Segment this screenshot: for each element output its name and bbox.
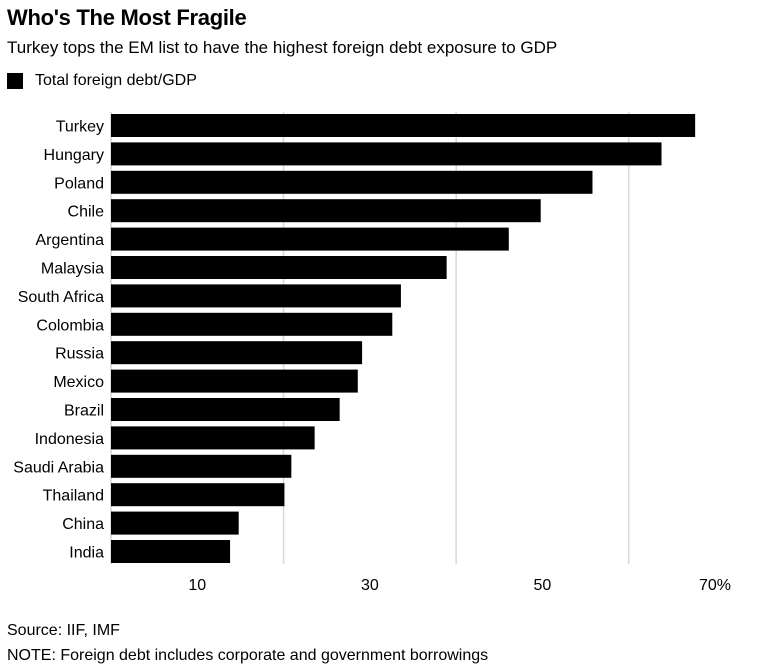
footnote: NOTE: Foreign debt includes corporate an… [7,647,489,664]
bar [111,312,393,336]
bar [111,284,401,308]
bar [111,170,593,194]
legend-label: Total foreign debt/GDP [35,72,197,89]
category-labels: Turkey Hungary Poland Chile Argentina Malaysi… [13,119,104,562]
category-label: Indonesia [35,431,104,448]
bar [111,341,363,365]
bar [111,199,541,223]
chart-title: Who's The Most Fragile [7,5,247,30]
bar-chart: Turkey Hungary Poland Chile Argentina Malaysi… [13,112,731,594]
x-axis-ticks: 10 30 50 70% [188,577,731,594]
category-label: Malaysia [41,261,104,278]
category-label: India [69,545,104,562]
x-tick-label: 70% [699,577,731,594]
chart-subtitle: Turkey tops the EM list to have the high… [7,38,558,57]
bar [111,369,358,393]
bar [111,454,292,478]
x-tick-label: 50 [534,577,552,594]
bar [111,256,447,279]
category-label: Turkey [56,119,104,136]
category-label: Saudi Arabia [13,459,104,476]
category-label: Thailand [43,488,104,505]
category-label: Colombia [36,317,104,334]
bar [111,227,509,251]
category-label: South Africa [18,289,104,306]
bar [111,540,231,563]
bar [111,511,239,535]
category-label: Hungary [44,147,104,164]
bar [111,426,315,450]
bar [111,114,696,137]
legend-swatch [7,73,23,89]
category-label: Mexico [53,374,104,391]
category-label: Brazil [64,403,104,420]
x-tick-label: 10 [188,577,206,594]
bar [111,398,340,421]
x-tick-label: 30 [361,577,379,594]
bars [111,114,696,563]
category-label: Poland [54,175,104,192]
legend: Total foreign debt/GDP [7,72,197,90]
category-label: Argentina [36,232,105,249]
category-label: Chile [68,204,105,221]
category-label: China [62,516,104,533]
source-note: Source: IIF, IMF [7,622,120,639]
bar [111,483,285,507]
bar [111,142,662,166]
category-label: Russia [55,346,104,363]
